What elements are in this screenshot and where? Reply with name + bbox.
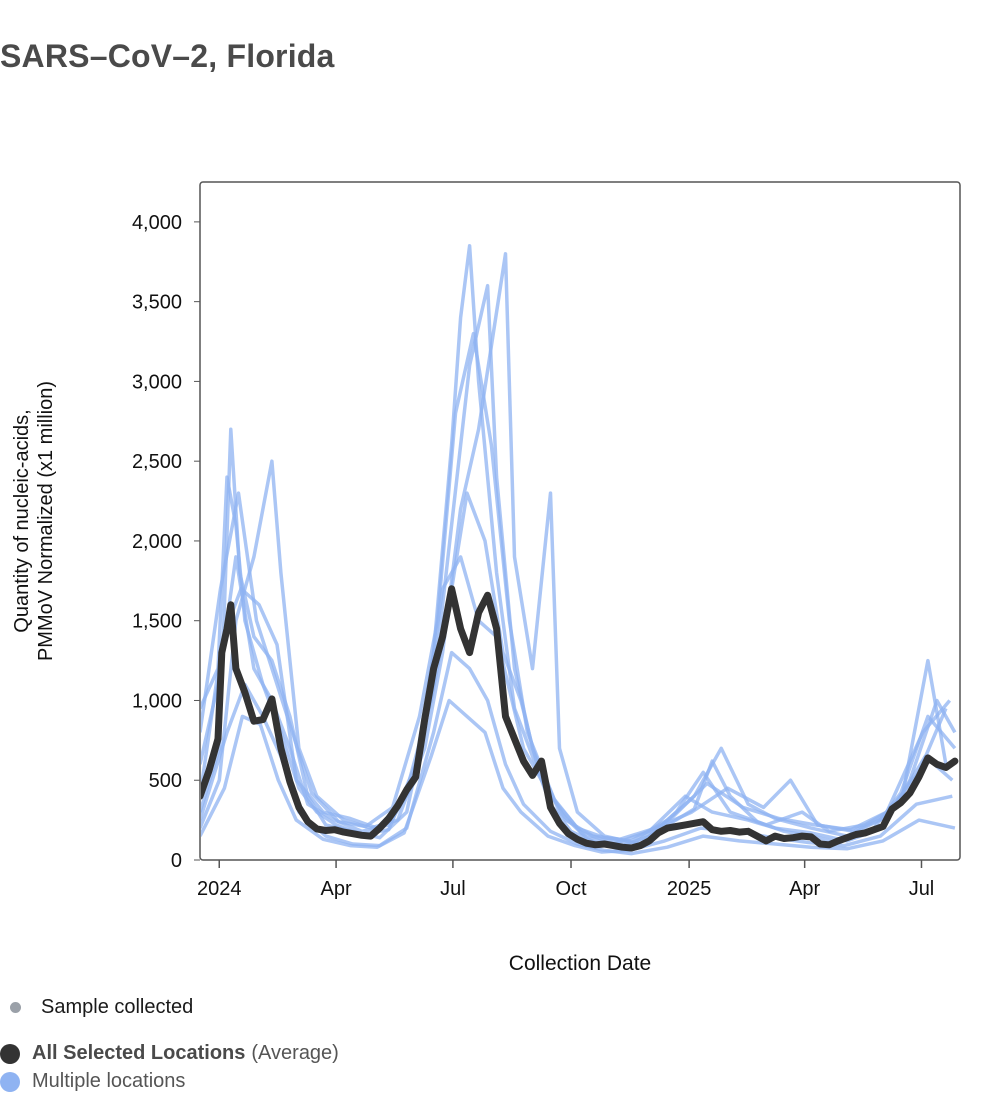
legend-average-suffix: (Average) xyxy=(251,1042,339,1064)
x-tick-label: Oct xyxy=(555,878,587,900)
legend-multiple-locations[interactable]: Multiple locations xyxy=(0,1070,185,1093)
location-line-6 xyxy=(201,491,954,842)
legend-sample-collected: Sample collected xyxy=(10,996,193,1019)
legend-multi-label: Multiple locations xyxy=(32,1070,186,1092)
x-tick-label: Jul xyxy=(440,878,466,900)
y-tick-label: 1,000 xyxy=(132,690,182,712)
location-line-2 xyxy=(201,283,957,846)
y-axis-label-line-1: Quantity of nucleic-acids, xyxy=(11,409,33,632)
y-tick-label: 3,500 xyxy=(132,292,182,314)
legend-average-label: All Selected Locations xyxy=(32,1042,246,1064)
x-tick-label: 2025 xyxy=(667,878,712,900)
location-line-8 xyxy=(201,331,952,845)
y-tick-label: 4,000 xyxy=(132,212,182,234)
sample-dot-icon xyxy=(10,1002,21,1013)
y-tick-label: 3,000 xyxy=(132,371,182,393)
y-tick-label: 2,500 xyxy=(132,451,182,473)
legend-average[interactable]: All Selected Locations (Average) xyxy=(0,1042,339,1065)
x-axis-label: Collection Date xyxy=(509,952,651,975)
multi-location-dot-icon xyxy=(0,1071,20,1092)
x-axis: 2024 Apr Jul Oct 2025 Apr Jul xyxy=(197,860,934,900)
average-line-group xyxy=(201,585,959,852)
y-tick-label: 1,500 xyxy=(132,611,182,633)
x-tick-label: 2024 xyxy=(197,878,242,900)
legend-sample-label: Sample collected xyxy=(41,996,194,1018)
plot-area-frame xyxy=(199,181,961,861)
page-title: SARS–CoV–2, Florida xyxy=(0,38,335,74)
average-line xyxy=(201,585,959,852)
x-tick-label: Apr xyxy=(789,878,820,900)
x-tick-label: Jul xyxy=(909,878,935,900)
y-tick-label: 500 xyxy=(149,770,182,792)
y-tick-label: 0 xyxy=(171,850,182,872)
location-line-3 xyxy=(201,252,948,846)
y-axis-label-line-2: PMMoV Normalized (x1 million) xyxy=(35,381,57,661)
x-tick-label: Apr xyxy=(321,878,352,900)
y-tick-label: 2,000 xyxy=(132,531,182,553)
y-axis: 0 500 1,000 1,500 2,000 2,500 3,000 3,500 4,000 xyxy=(132,212,200,872)
average-dot-icon xyxy=(0,1043,20,1064)
